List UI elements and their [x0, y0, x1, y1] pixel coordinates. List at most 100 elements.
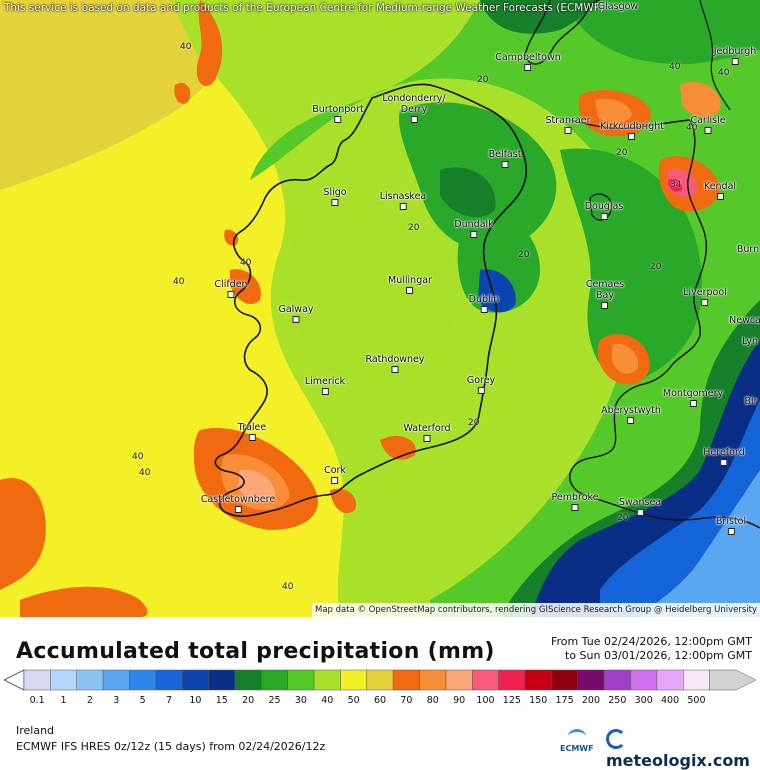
city-label: Douglas [585, 202, 623, 220]
city-label: Mullingar [388, 276, 432, 294]
scale-swatch [656, 669, 684, 691]
map-canvas [0, 0, 760, 617]
scale-tick-label: 3 [113, 695, 120, 706]
city-label: Castletownbere [201, 495, 275, 513]
legend-panel: Accumulated total precipitation (mm) Fro… [0, 617, 760, 770]
scale-tick-label: 10 [189, 695, 202, 706]
scale-swatch [76, 669, 104, 691]
scale-swatch [551, 669, 579, 691]
scale-swatch [603, 669, 631, 691]
city-label: Derry [401, 105, 427, 123]
scale-swatch [155, 669, 183, 691]
city-label: Tralee [238, 423, 266, 441]
scale-tick-label: 500 [687, 695, 706, 706]
city-label: Swansea [619, 498, 661, 516]
contour-label: 20 [518, 250, 530, 260]
city-label: Limerick [305, 377, 345, 395]
scale-tick-label: 125 [502, 695, 521, 706]
scale-swatch [102, 669, 130, 691]
contour-label: 20 [477, 75, 489, 85]
scale-swatch [23, 669, 51, 691]
scale-tick-label: 7 [166, 695, 173, 706]
contour-label: 40 [139, 468, 151, 478]
scale-swatch [524, 669, 552, 691]
scale-swatch [366, 669, 394, 691]
scale-tick-label: 50 [347, 695, 360, 706]
city-label: Cemaes [585, 279, 625, 290]
contour-label: 34 [670, 180, 682, 190]
scale-swatch [208, 669, 236, 691]
ecmwf-notice: This service is based on data and produc… [4, 2, 604, 14]
city-label: Bay [596, 291, 614, 309]
scale-tick-label: 1 [60, 695, 67, 706]
contour-label: 20 [617, 513, 629, 523]
scale-tick-label: 300 [634, 695, 653, 706]
scale-tick-label: 250 [608, 695, 627, 706]
scale-tick-label: 20 [242, 695, 255, 706]
scale-swatch [630, 669, 658, 691]
city-label: Bristol [716, 517, 746, 535]
scale-tick-label: 5 [139, 695, 146, 706]
scale-swatch [340, 669, 368, 691]
city-label: Newca [729, 315, 760, 326]
city-label: Burtonport [312, 105, 364, 123]
contour-label: 40 [180, 42, 192, 52]
scale-tick-label: 80 [426, 695, 439, 706]
scale-swatch [129, 669, 157, 691]
city-label: Aberystwyth [601, 406, 661, 424]
scale-tick-label: 70 [400, 695, 413, 706]
brand-logo[interactable]: meteologix.com [606, 729, 760, 770]
scale-swatch [498, 669, 526, 691]
scale-swatch [287, 669, 315, 691]
city-label: Dundalk [454, 220, 494, 238]
scale-swatch [445, 669, 473, 691]
map-attribution: Map data © OpenStreetMap contributors, r… [312, 603, 760, 617]
city-label: Clifden [214, 280, 248, 298]
map-title: Accumulated total precipitation (mm) [16, 639, 495, 664]
city-label: Jedburgh [714, 47, 756, 65]
scale-swatch [313, 669, 341, 691]
contour-label: 40 [173, 277, 185, 287]
city-label: Liverpool [683, 288, 727, 306]
scale-tick-label: 400 [660, 695, 680, 706]
color-scale-bar [4, 669, 756, 691]
city-label: Burn [736, 244, 760, 255]
scale-swatch [261, 669, 288, 691]
city-label: Lyn [741, 336, 759, 347]
scale-tick-label: 2 [86, 695, 93, 706]
city-label: Kendal [704, 182, 736, 200]
city-label: Belfast [489, 150, 521, 168]
scale-swatch [50, 669, 77, 691]
scale-swatch [683, 669, 710, 691]
scale-swatch [234, 669, 262, 691]
scale-swatch [472, 669, 499, 691]
city-label: Rathdowney [365, 355, 425, 373]
city-label: Campbeltown [495, 53, 561, 71]
scale-swatch [181, 669, 209, 691]
contour-label: 40 [718, 68, 730, 78]
scale-tick-label: 200 [581, 695, 601, 706]
period-from: From Tue 02/24/2026, 12:00pm GMT [550, 635, 752, 648]
contour-label: 40 [282, 582, 294, 592]
scale-swatch [392, 669, 420, 691]
scale-tick-label: 90 [453, 695, 466, 706]
scale-arrow-left [4, 669, 25, 691]
city-label: Kirkcudbright [600, 122, 664, 140]
city-label: Sligo [323, 188, 347, 206]
contour-label: 40 [240, 258, 252, 268]
city-label: Lisnaskea [380, 192, 426, 210]
forecast-period: From Tue 02/24/2026, 12:00pm GMT to Sun … [551, 635, 752, 663]
city-label: Carlisle [690, 116, 726, 134]
city-label: Glasgow [597, 1, 639, 12]
city-label: Hereford [703, 448, 745, 466]
city-label: Londonderry/ [382, 93, 446, 104]
scale-tick-label: 25 [268, 695, 281, 706]
scale-tick-label: 150 [529, 695, 548, 706]
ecmwf-logo-icon [567, 729, 586, 744]
precipitation-map[interactable]: This service is based on data and produc… [0, 0, 760, 617]
period-to: to Sun 03/01/2026, 12:00pm GMT [565, 649, 752, 662]
contour-label: 20 [650, 262, 662, 272]
city-label: Cork [324, 466, 346, 484]
scale-tick-label: 60 [373, 695, 387, 706]
scale-swatch [709, 669, 756, 691]
